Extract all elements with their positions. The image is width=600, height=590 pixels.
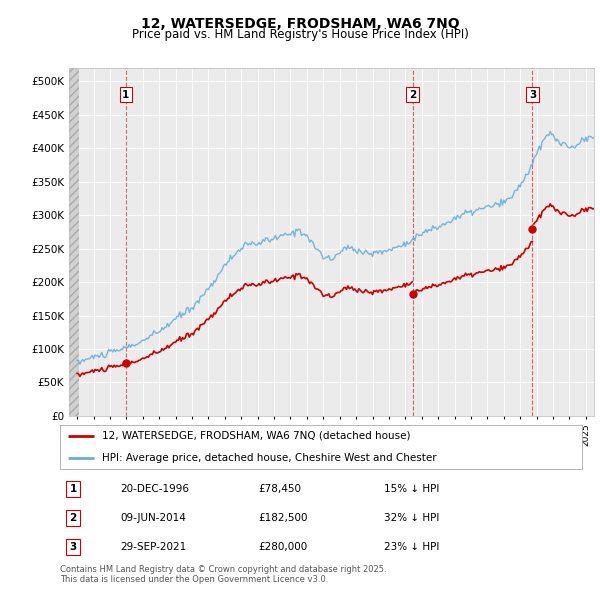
Text: £280,000: £280,000 [259, 542, 308, 552]
Text: Price paid vs. HM Land Registry's House Price Index (HPI): Price paid vs. HM Land Registry's House … [131, 28, 469, 41]
Text: 12, WATERSEDGE, FRODSHAM, WA6 7NQ (detached house): 12, WATERSEDGE, FRODSHAM, WA6 7NQ (detac… [102, 431, 410, 441]
Text: 09-JUN-2014: 09-JUN-2014 [120, 513, 186, 523]
Text: 2: 2 [409, 90, 416, 100]
Text: 1: 1 [70, 484, 77, 494]
Text: 3: 3 [70, 542, 77, 552]
Text: 2: 2 [70, 513, 77, 523]
Text: 20-DEC-1996: 20-DEC-1996 [120, 484, 189, 494]
Text: HPI: Average price, detached house, Cheshire West and Chester: HPI: Average price, detached house, Ches… [102, 453, 436, 463]
Text: £182,500: £182,500 [259, 513, 308, 523]
Text: 23% ↓ HPI: 23% ↓ HPI [383, 542, 439, 552]
Text: 32% ↓ HPI: 32% ↓ HPI [383, 513, 439, 523]
Text: 12, WATERSEDGE, FRODSHAM, WA6 7NQ: 12, WATERSEDGE, FRODSHAM, WA6 7NQ [140, 17, 460, 31]
Text: 15% ↓ HPI: 15% ↓ HPI [383, 484, 439, 494]
Polygon shape [69, 68, 79, 416]
Text: 3: 3 [529, 90, 536, 100]
Text: 29-SEP-2021: 29-SEP-2021 [120, 542, 186, 552]
Text: £78,450: £78,450 [259, 484, 301, 494]
Text: 1: 1 [122, 90, 130, 100]
Text: Contains HM Land Registry data © Crown copyright and database right 2025.
This d: Contains HM Land Registry data © Crown c… [60, 565, 386, 584]
